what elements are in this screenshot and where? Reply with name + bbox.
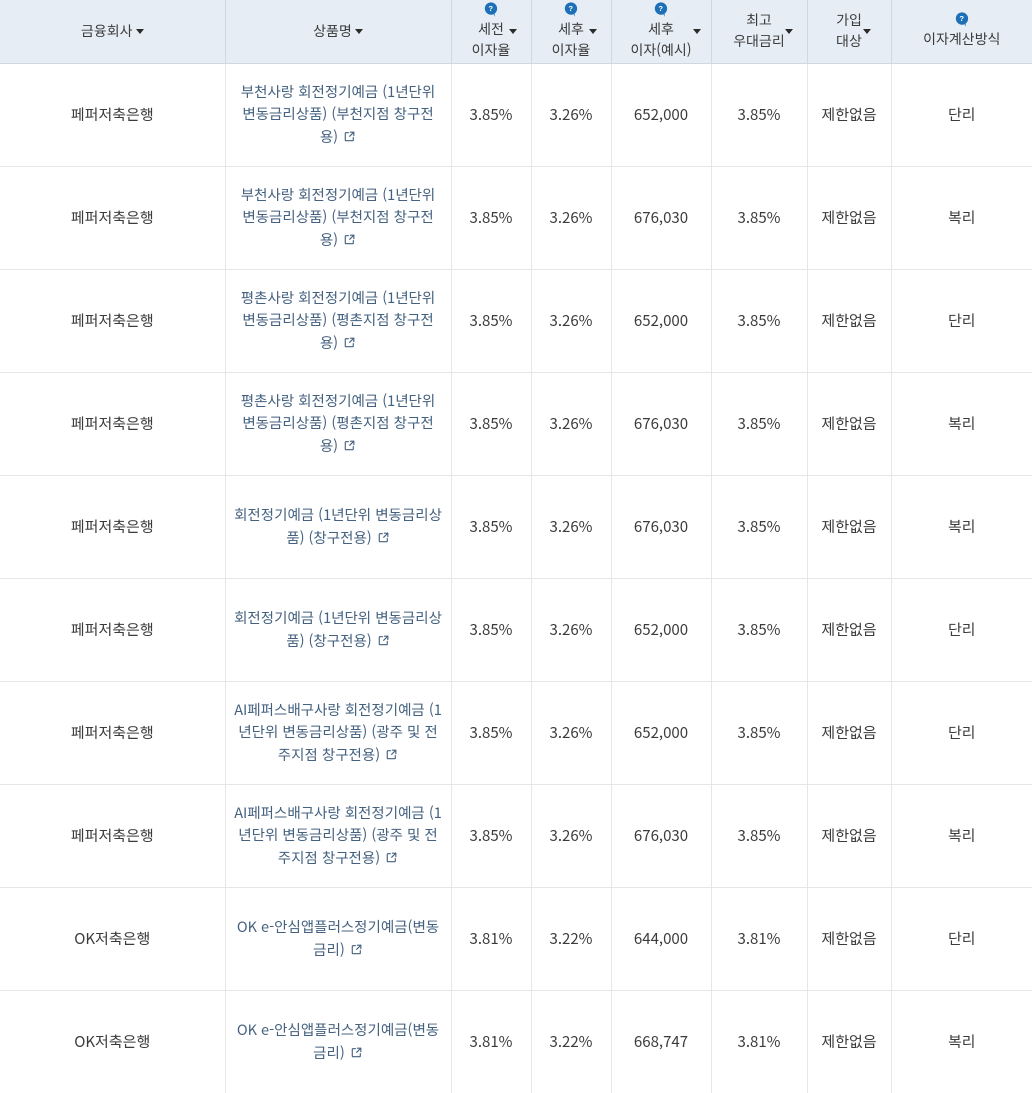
svg-text:?: ? (568, 4, 573, 13)
svg-text:?: ? (959, 14, 964, 23)
svg-text:?: ? (658, 4, 663, 13)
svg-text:?: ? (488, 4, 493, 13)
